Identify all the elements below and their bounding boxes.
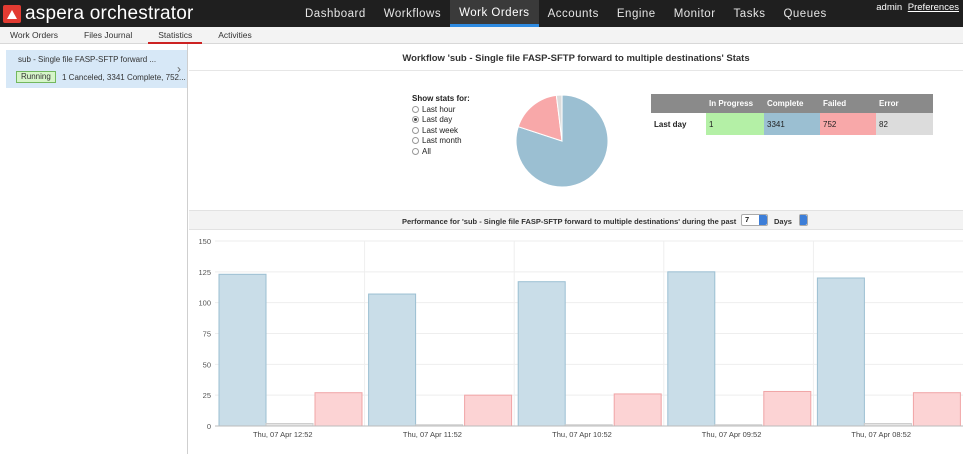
app-logo[interactable]: aspera orchestrator	[3, 3, 194, 25]
radio-button-icon[interactable]	[412, 116, 419, 124]
table-header-error: Error	[876, 94, 933, 113]
sub-nav: Work Orders Files Journal Statistics Activi…	[0, 27, 963, 44]
period-selector: Show stats for: Last hour Last day Last we…	[412, 94, 470, 157]
period-unit-select[interactable]	[799, 214, 808, 226]
radio-all[interactable]: All	[412, 146, 470, 157]
workflow-list-item[interactable]: sub - Single file FASP-SFTP forward ... …	[6, 50, 187, 88]
nav-engine[interactable]: Engine	[616, 8, 656, 20]
bar-series-1[interactable]	[368, 293, 417, 427]
pie-slice-failed[interactable]	[517, 94, 563, 142]
select-arrows-icon	[759, 215, 767, 225]
nav-queues[interactable]: Queues	[783, 8, 827, 20]
x-tick-label: Thu, 07 Apr 10:52	[552, 430, 612, 439]
select-arrows-icon	[800, 215, 807, 225]
user-box: admin Preferences	[876, 2, 959, 13]
bar-series-3[interactable]	[464, 394, 513, 427]
workflow-summary: 1 Canceled, 3341 Complete, 752...	[62, 73, 186, 82]
x-tick-label: Thu, 07 Apr 12:52	[253, 430, 313, 439]
preferences-link[interactable]: Preferences	[907, 2, 959, 13]
y-tick-label: 25	[203, 391, 211, 400]
radio-last-week[interactable]: Last week	[412, 125, 470, 136]
period-count-value: 7	[745, 215, 750, 224]
in-progress-count[interactable]: 1	[706, 113, 764, 135]
chevron-right-icon[interactable]: ›	[177, 62, 181, 76]
aspera-logo-icon	[3, 5, 21, 23]
radio-button-icon[interactable]	[412, 105, 419, 113]
table-header-complete: Complete	[764, 94, 820, 113]
radio-button-icon[interactable]	[412, 137, 419, 145]
table-header-failed: Failed	[820, 94, 876, 113]
bar-series-3[interactable]	[763, 390, 812, 427]
stats-main: Workflow 'sub - Single file FASP-SFTP fo…	[189, 44, 963, 454]
nav-monitor[interactable]: Monitor	[673, 8, 716, 20]
performance-bar-chart: 0 25 50 75 100 125 150 Thu, 07 Apr 12:52 Thu, 07…	[198, 237, 963, 439]
bar-series-1[interactable]	[218, 273, 267, 427]
radio-label: Last month	[422, 136, 462, 146]
period-count-select[interactable]: 7	[741, 214, 768, 226]
radio-label: Last day	[422, 115, 453, 125]
y-tick-label: 150	[198, 237, 211, 246]
table-row: Last day 1 3341 752 82	[651, 113, 933, 135]
bar-series-3[interactable]	[613, 393, 662, 427]
radio-last-day[interactable]: Last day	[412, 115, 470, 126]
error-count[interactable]: 82	[876, 113, 933, 135]
stats-table: In Progress Complete Failed Error Last d…	[651, 94, 933, 135]
table-header-row: In Progress Complete Failed Error	[651, 94, 933, 113]
page-title: Workflow 'sub - Single file FASP-SFTP fo…	[402, 53, 750, 64]
tab-activities[interactable]: Activities	[218, 30, 252, 40]
performance-header: Performance for 'sub - Single file FASP-…	[189, 210, 963, 230]
tab-work-orders[interactable]: Work Orders	[10, 30, 59, 40]
y-tick-label: 100	[198, 299, 211, 308]
radio-label: All	[422, 146, 431, 156]
tab-files-journal[interactable]: Files Journal	[84, 30, 133, 40]
bar-series-3[interactable]	[912, 392, 961, 427]
x-tick-label: Thu, 07 Apr 08:52	[851, 430, 911, 439]
radio-button-icon[interactable]	[412, 126, 419, 134]
bar-series-1[interactable]	[517, 281, 566, 427]
period-unit-label: Days	[774, 217, 792, 226]
user-name: admin	[876, 2, 903, 13]
failed-count[interactable]: 752	[820, 113, 876, 135]
radio-label: Last week	[422, 125, 459, 135]
bar-series-1[interactable]	[667, 271, 716, 427]
status-badge: Running	[16, 71, 56, 83]
nav-tasks[interactable]: Tasks	[733, 8, 766, 20]
top-bar: aspera orchestrator Dashboard Workflows Wo…	[0, 0, 963, 27]
workflow-name: sub - Single file FASP-SFTP forward ...	[18, 55, 157, 64]
app-brand: aspera orchestrator	[25, 3, 194, 24]
nav-work-orders[interactable]: Work Orders	[450, 0, 539, 27]
y-tick-label: 0	[207, 422, 211, 431]
radio-label: Last hour	[422, 104, 456, 114]
nav-accounts[interactable]: Accounts	[547, 8, 599, 20]
nav-workflows[interactable]: Workflows	[383, 8, 442, 20]
table-header-corner	[651, 94, 706, 113]
workflow-list-panel: sub - Single file FASP-SFTP forward ... …	[0, 44, 188, 454]
divider	[189, 70, 963, 71]
nav-dashboard[interactable]: Dashboard	[305, 8, 366, 20]
radio-last-month[interactable]: Last month	[412, 136, 470, 147]
bar-series-3[interactable]	[314, 392, 363, 427]
x-tick-label: Thu, 07 Apr 11:52	[403, 430, 462, 439]
y-tick-label: 75	[203, 330, 211, 339]
pie-slice-error[interactable]	[555, 94, 563, 142]
main-nav: Dashboard Workflows Work Orders Accounts Eng…	[296, 0, 836, 27]
radio-last-hour[interactable]: Last hour	[412, 104, 470, 115]
period-selector-label: Show stats for:	[412, 94, 470, 103]
bar-series-1[interactable]	[816, 277, 865, 427]
radio-button-icon[interactable]	[412, 147, 419, 155]
y-tick-label: 125	[198, 268, 211, 277]
x-tick-label: Thu, 07 Apr 09:52	[702, 430, 762, 439]
stats-pie-chart	[515, 94, 609, 188]
table-row-label: Last day	[651, 113, 706, 135]
y-tick-label: 50	[203, 360, 211, 369]
performance-title: Performance for 'sub - Single file FASP-…	[402, 217, 737, 226]
complete-count[interactable]: 3341	[764, 113, 820, 135]
tab-statistics[interactable]: Statistics	[148, 27, 203, 44]
table-header-in-progress: In Progress	[706, 94, 764, 113]
